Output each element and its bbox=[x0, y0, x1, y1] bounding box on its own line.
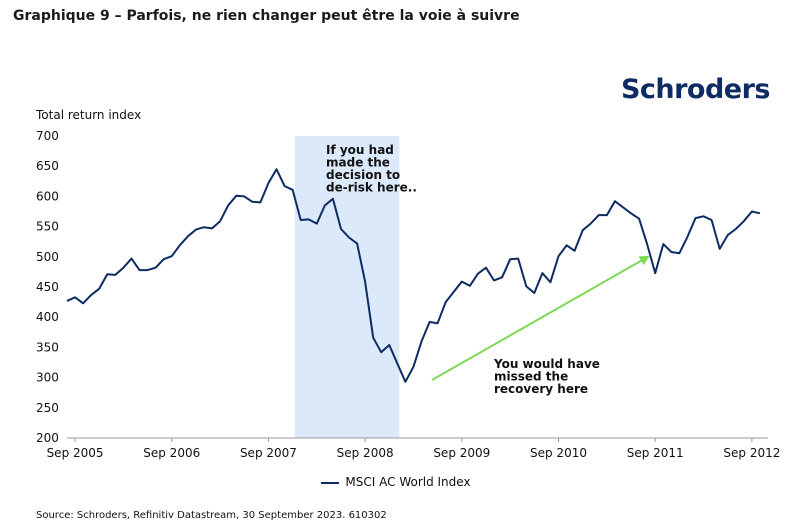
y-axis-label: Total return index bbox=[36, 108, 142, 122]
x-tick-label: Sep 2011 bbox=[627, 446, 684, 460]
y-tick-label: 250 bbox=[36, 401, 59, 415]
chart-heading: Graphique 9 – Parfois, ne rien changer p… bbox=[13, 8, 520, 24]
source-note: Source: Schroders, Refinitiv Datastream,… bbox=[36, 510, 387, 521]
y-tick-label: 200 bbox=[36, 431, 59, 445]
x-tick-label: Sep 2010 bbox=[530, 446, 587, 460]
series-line-msci-ac-world-index bbox=[66, 168, 761, 383]
x-tick-label: Sep 2005 bbox=[47, 446, 104, 460]
recovery-arrow bbox=[431, 255, 650, 381]
y-tick-label: 650 bbox=[36, 159, 59, 173]
y-tick-label: 350 bbox=[36, 340, 59, 354]
x-tick-label: Sep 2012 bbox=[723, 446, 780, 460]
y-tick-label: 550 bbox=[36, 220, 59, 234]
y-tick-label: 300 bbox=[36, 371, 59, 385]
x-tick-label: Sep 2006 bbox=[143, 446, 200, 460]
derisk-highlight-band bbox=[294, 136, 400, 438]
legend: MSCI AC World Index bbox=[0, 475, 792, 489]
annotation-recovery-text: You would have bbox=[493, 357, 600, 371]
x-tick-label: Sep 2008 bbox=[337, 446, 394, 460]
annotation-derisk-text: decision to bbox=[326, 168, 400, 182]
schroders-logo: Schroders bbox=[620, 74, 771, 105]
annotation-recovery-text: missed the bbox=[494, 370, 568, 384]
x-tick-label: Sep 2009 bbox=[433, 446, 490, 460]
y-tick-label: 600 bbox=[36, 189, 59, 203]
legend-swatch bbox=[321, 481, 340, 484]
y-tick-label: 450 bbox=[36, 280, 59, 294]
legend-label: MSCI AC World Index bbox=[345, 475, 471, 489]
y-tick-label: 400 bbox=[36, 310, 59, 324]
annotation-derisk-text: If you had bbox=[326, 143, 394, 157]
annotation-recovery-text: recovery here bbox=[494, 382, 588, 396]
annotation-derisk-text: made the bbox=[326, 156, 390, 170]
y-tick-label: 700 bbox=[36, 129, 59, 143]
annotation-derisk-text: de-risk here.. bbox=[326, 181, 417, 195]
x-tick-label: Sep 2007 bbox=[240, 446, 297, 460]
y-tick-label: 500 bbox=[36, 250, 59, 264]
